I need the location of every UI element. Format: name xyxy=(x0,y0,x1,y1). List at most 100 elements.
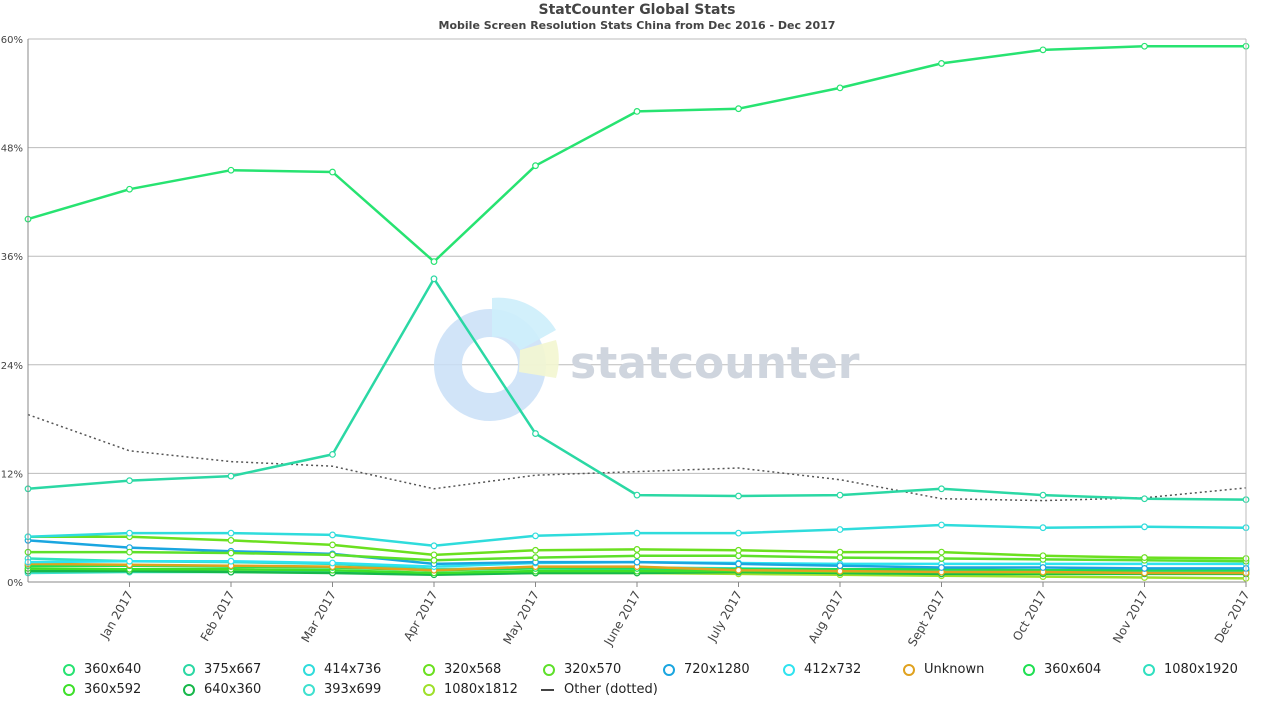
legend-ring-icon xyxy=(420,683,438,696)
data-point xyxy=(735,492,742,500)
data-point xyxy=(329,541,336,549)
data-point xyxy=(836,554,844,561)
legend-item[interactable]: 412x732 xyxy=(780,662,861,677)
data-point xyxy=(836,562,844,570)
data-point xyxy=(126,548,133,556)
data-point xyxy=(532,532,539,540)
x-tick-label: Oct 2017 xyxy=(1010,589,1050,644)
legend-item[interactable]: Other (dotted) xyxy=(540,682,658,697)
data-point xyxy=(329,168,336,176)
legend-label: Other (dotted) xyxy=(564,682,658,697)
data-point xyxy=(430,542,438,550)
legend-item[interactable]: 360x640 xyxy=(60,662,141,677)
chart-subtitle: Mobile Screen Resolution Stats China fro… xyxy=(439,19,836,32)
data-point xyxy=(938,485,945,493)
legend-ring-icon xyxy=(660,663,678,676)
chart-title: StatCounter Global Stats xyxy=(538,2,735,18)
x-tick-label: Apr 2017 xyxy=(401,589,441,644)
x-tick-label: Mar 2017 xyxy=(298,589,339,645)
legend-ring-icon xyxy=(900,663,918,676)
legend-dash-icon xyxy=(540,684,558,696)
legend-item[interactable]: 360x604 xyxy=(1020,662,1101,677)
data-point xyxy=(1039,524,1047,532)
data-point xyxy=(735,566,742,574)
legend-label: 360x604 xyxy=(1044,662,1102,677)
data-point xyxy=(938,521,945,529)
data-point xyxy=(735,105,742,113)
legend-ring-icon xyxy=(60,683,78,696)
legend-ring-icon xyxy=(300,683,318,696)
data-point xyxy=(735,560,742,568)
legend-item[interactable]: 375x667 xyxy=(180,662,261,677)
x-tick-label: Aug 2017 xyxy=(806,589,847,646)
legend-item[interactable]: 414x736 xyxy=(300,662,381,677)
y-tick-label: 0% xyxy=(7,578,23,589)
data-point xyxy=(126,557,133,565)
data-point xyxy=(227,536,235,544)
data-point xyxy=(227,549,235,557)
legend-label: 414x736 xyxy=(324,662,382,677)
data-point xyxy=(329,559,336,567)
data-point xyxy=(1039,552,1047,560)
series-layer xyxy=(24,42,1250,582)
data-point xyxy=(227,472,235,480)
legend-label: 640x360 xyxy=(204,682,262,697)
data-point xyxy=(735,529,742,537)
legend-label: 1080x1812 xyxy=(444,682,518,697)
series-375x667 xyxy=(24,275,1250,504)
legend-ring-icon xyxy=(180,663,198,676)
legend-item[interactable]: 720x1280 xyxy=(660,662,750,677)
legend-ring-icon xyxy=(60,663,78,676)
legend-item[interactable]: Unknown xyxy=(900,662,984,677)
legend-ring-icon xyxy=(300,663,318,676)
data-point xyxy=(938,564,945,571)
legend-item[interactable]: 1080x1920 xyxy=(1140,662,1238,677)
data-point xyxy=(532,554,539,561)
data-point xyxy=(1141,42,1148,50)
legend-item[interactable]: 640x360 xyxy=(180,682,261,697)
series-line xyxy=(27,277,1247,501)
data-point xyxy=(633,546,641,553)
data-point xyxy=(1141,523,1148,531)
data-point xyxy=(126,529,133,537)
legend-item[interactable]: 360x592 xyxy=(60,682,141,697)
legend-ring-icon xyxy=(1020,663,1038,676)
legend-item[interactable]: 320x570 xyxy=(540,662,621,677)
series-other-dotted- xyxy=(27,413,1247,502)
data-point xyxy=(430,551,438,559)
data-point xyxy=(633,552,641,560)
series-360x640 xyxy=(24,42,1250,266)
legend-label: 360x592 xyxy=(84,682,142,697)
legend-item[interactable]: 320x568 xyxy=(420,662,501,677)
legend-item[interactable]: 393x699 xyxy=(300,682,381,697)
data-point xyxy=(430,556,438,564)
data-point xyxy=(532,162,539,170)
data-point xyxy=(227,166,235,174)
x-tick-label: May 2017 xyxy=(500,589,542,647)
data-point xyxy=(227,529,235,537)
data-point xyxy=(633,529,641,537)
data-point xyxy=(329,450,336,458)
data-point xyxy=(126,185,133,193)
legend-label: 393x699 xyxy=(324,682,382,697)
legend-label: 1080x1920 xyxy=(1164,662,1238,677)
data-point xyxy=(532,430,539,437)
legend-label: 320x570 xyxy=(564,662,622,677)
data-point xyxy=(1141,565,1148,572)
data-point xyxy=(227,557,235,565)
legend-label: Unknown xyxy=(924,662,985,677)
legend-item[interactable]: 1080x1812 xyxy=(420,682,518,697)
y-tick-label: 60% xyxy=(1,35,23,46)
legend-ring-icon xyxy=(180,683,198,696)
data-point xyxy=(836,548,844,556)
y-tick-label: 24% xyxy=(1,361,23,372)
watermark-text: statcounter xyxy=(570,338,860,389)
x-tick-label: Feb 2017 xyxy=(198,589,238,644)
data-point xyxy=(633,107,641,115)
data-point xyxy=(532,546,539,554)
data-point xyxy=(735,546,742,554)
legend-label: 360x640 xyxy=(84,662,142,677)
series-line xyxy=(27,413,1247,502)
x-tick-label: June 2017 xyxy=(601,589,644,649)
data-point xyxy=(836,491,844,499)
